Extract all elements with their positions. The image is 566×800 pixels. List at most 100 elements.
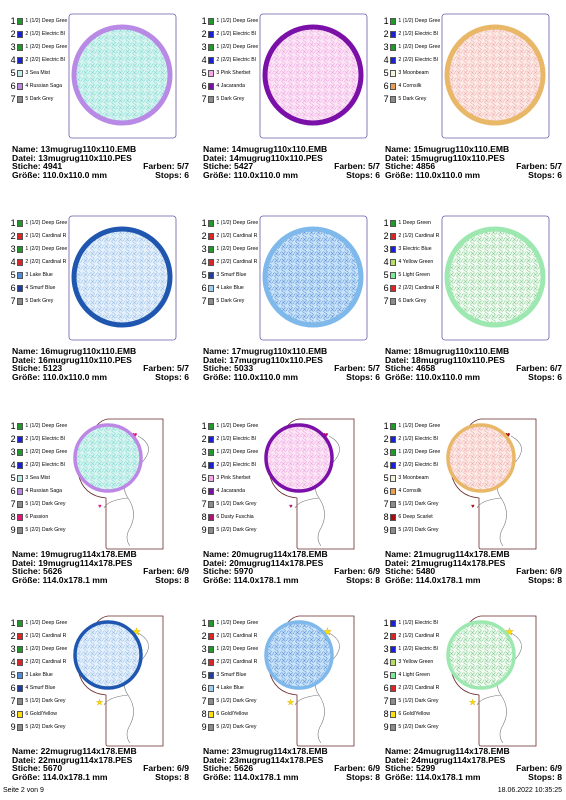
thread-name: 6 Gold/Yellow	[25, 711, 57, 717]
legend-row: 5 3 Pink Sherbet	[200, 67, 264, 80]
legend-row: 2 2 (1/2) Electric Bl	[382, 28, 446, 41]
design-card: 1 1 (1/2) Deep Gree 2 2 (1/2) Electric Bl 3 1…	[378, 410, 562, 600]
info-datei: Datei: 17mugrug110x110.PES	[203, 354, 323, 365]
legend-row: 6 4 Russian Saga	[9, 80, 73, 93]
info-farben: Farben: 6/7	[516, 363, 562, 374]
thread-swatch	[16, 475, 24, 482]
thread-name: 6 Gold/Yellow	[398, 711, 430, 717]
legend-step-number: 6	[10, 81, 16, 91]
thread-swatch	[207, 514, 215, 521]
thread-name: 5 Dark Grey	[216, 298, 245, 304]
thread-swatch	[16, 659, 24, 666]
legend-step-number: 2	[10, 631, 16, 641]
embroidery-preview: ♥♥	[73, 418, 164, 550]
legend-step-number: 4	[383, 657, 389, 667]
legend-step-number: 1	[201, 16, 207, 26]
design-info: Name: 20mugrug114x178.EMB Datei: 20mugrug…	[203, 550, 380, 584]
thread-swatch	[389, 18, 397, 25]
thread-swatch	[389, 285, 397, 292]
legend-step-number: 8	[383, 512, 389, 522]
thread-name: 1 (2/2) Deep Gree	[216, 646, 259, 652]
thread-name: 5 Dark Grey	[25, 96, 54, 102]
thread-swatch	[16, 272, 24, 279]
thread-name: 2 (1/2) Cardinal R	[25, 633, 67, 639]
thread-swatch	[389, 724, 397, 731]
thread-swatch	[207, 620, 215, 627]
info-groesse: Größe: 114.0x178.1 mm	[385, 771, 481, 782]
legend-step-number: 6	[10, 486, 16, 496]
legend-row: 4 2 (2/2) Electric Bl	[9, 459, 73, 472]
thread-name: 1 (1/2) Electric Bl	[398, 620, 438, 626]
info-name: Name: 22mugrug114x178.EMB	[12, 746, 137, 756]
legend-row: 7 5 Dark Grey	[9, 295, 73, 308]
thread-name: 1 (2/2) Deep Gree	[398, 44, 441, 50]
design-card: 1 1 (1/2) Deep Gree 2 2 (1/2) Cardinal R 3 1 …	[5, 207, 189, 397]
legend-row: 4 2 (2/2) Electric Bl	[382, 54, 446, 67]
legend-row: 3 1 (2/2) Deep Gree	[382, 446, 446, 459]
legend-row: 6 2 (2/2) Cardinal R	[382, 282, 446, 295]
legend-row: 4 2 (2/2) Cardinal R	[9, 656, 73, 669]
legend-row: 2 2 (1/2) Cardinal R	[382, 630, 446, 643]
info-datei: Datei: 24mugrug114x178.PES	[385, 754, 506, 765]
thread-name: 4 Russian Saga	[25, 83, 63, 89]
thread-swatch	[16, 298, 24, 305]
thread-name: 4 Smurf Blue	[25, 685, 56, 691]
info-datei: Datei: 22mugrug114x178.PES	[12, 754, 133, 765]
thread-swatch	[16, 285, 24, 292]
thread-name: 3 Sea Mist	[25, 475, 50, 481]
legend-step-number: 2	[201, 29, 207, 39]
thread-name: 3 Lake Blue	[25, 672, 53, 678]
info-stiche: Stiche: 5299	[385, 763, 436, 774]
thread-swatch	[16, 685, 24, 692]
thread-color-legend: 1 1 (1/2) Deep Gree 2 2 (1/2) Electric Bl 3 1…	[382, 15, 446, 106]
info-stiche: Stiche: 5123	[12, 363, 63, 374]
info-datei: Datei: 14mugrug110x110.PES	[203, 152, 323, 163]
thread-color-legend: 1 1 (1/2) Deep Gree 2 2 (1/2) Electric Bl 3 1…	[382, 420, 446, 537]
legend-step-number: 5	[201, 670, 207, 680]
thread-name: 3 Electric Blue	[398, 246, 432, 252]
info-stops: Stops: 6	[346, 371, 380, 382]
legend-step-number: 2	[383, 434, 389, 444]
coaster-ring	[446, 620, 516, 690]
legend-step-number: 5	[383, 270, 389, 280]
legend-step-number: 7	[201, 696, 207, 706]
legend-step-number: 7	[10, 499, 16, 509]
thread-swatch	[389, 488, 397, 495]
info-groesse: Größe: 110.0x110.0 mm	[203, 169, 299, 180]
info-stiche: Stiche: 5626	[12, 566, 63, 577]
legend-step-number: 6	[383, 283, 389, 293]
thread-name: 3 Moonbeam	[398, 475, 429, 481]
legend-row: 9 5 (2/2) Dark Grey	[9, 721, 73, 734]
legend-step-number: 7	[383, 94, 389, 104]
thread-swatch	[16, 44, 24, 51]
embroidery-preview: ★★	[73, 615, 164, 747]
legend-row: 1 1 (1/2) Deep Gree	[9, 617, 73, 630]
info-stops: Stops: 8	[528, 574, 562, 585]
thread-name: 1 (2/2) Deep Gree	[216, 44, 259, 50]
thread-swatch	[389, 514, 397, 521]
info-farben: Farben: 6/9	[143, 763, 189, 774]
legend-step-number: 4	[383, 460, 389, 470]
legend-row: 8 6 Dusty Fuschia	[200, 511, 264, 524]
info-name: Name: 14mugrug110x110.EMB	[203, 144, 328, 154]
legend-row: 9 5 (2/2) Dark Grey	[200, 721, 264, 734]
legend-step-number: 1	[383, 618, 389, 628]
thread-name: 1 (1/2) Deep Gree	[216, 220, 259, 226]
thread-name: 2 (2/2) Electric Bl	[216, 462, 256, 468]
thread-name: 4 Russian Saga	[25, 488, 63, 494]
legend-row: 4 2 (2/2) Electric Bl	[9, 54, 73, 67]
thread-swatch	[389, 620, 397, 627]
legend-row: 5 3 Pink Sherbet	[200, 472, 264, 485]
legend-step-number: 1	[383, 421, 389, 431]
design-card: 1 1 (1/2) Deep Gree 2 2 (1/2) Cardinal R 3 1 …	[196, 607, 380, 797]
thread-swatch	[389, 298, 397, 305]
thread-name: 3 Moonbeam	[398, 70, 429, 76]
legend-step-number: 3	[10, 447, 16, 457]
coaster-ring	[446, 423, 516, 493]
legend-row: 6 4 Cornsilk	[382, 485, 446, 498]
info-farben: Farben: 5/7	[334, 161, 380, 172]
design-info: Name: 17mugrug110x110.EMB Datei: 17mugrug…	[203, 347, 380, 381]
thread-swatch	[207, 285, 215, 292]
legend-step-number: 5	[10, 270, 16, 280]
info-stops: Stops: 6	[346, 169, 380, 180]
